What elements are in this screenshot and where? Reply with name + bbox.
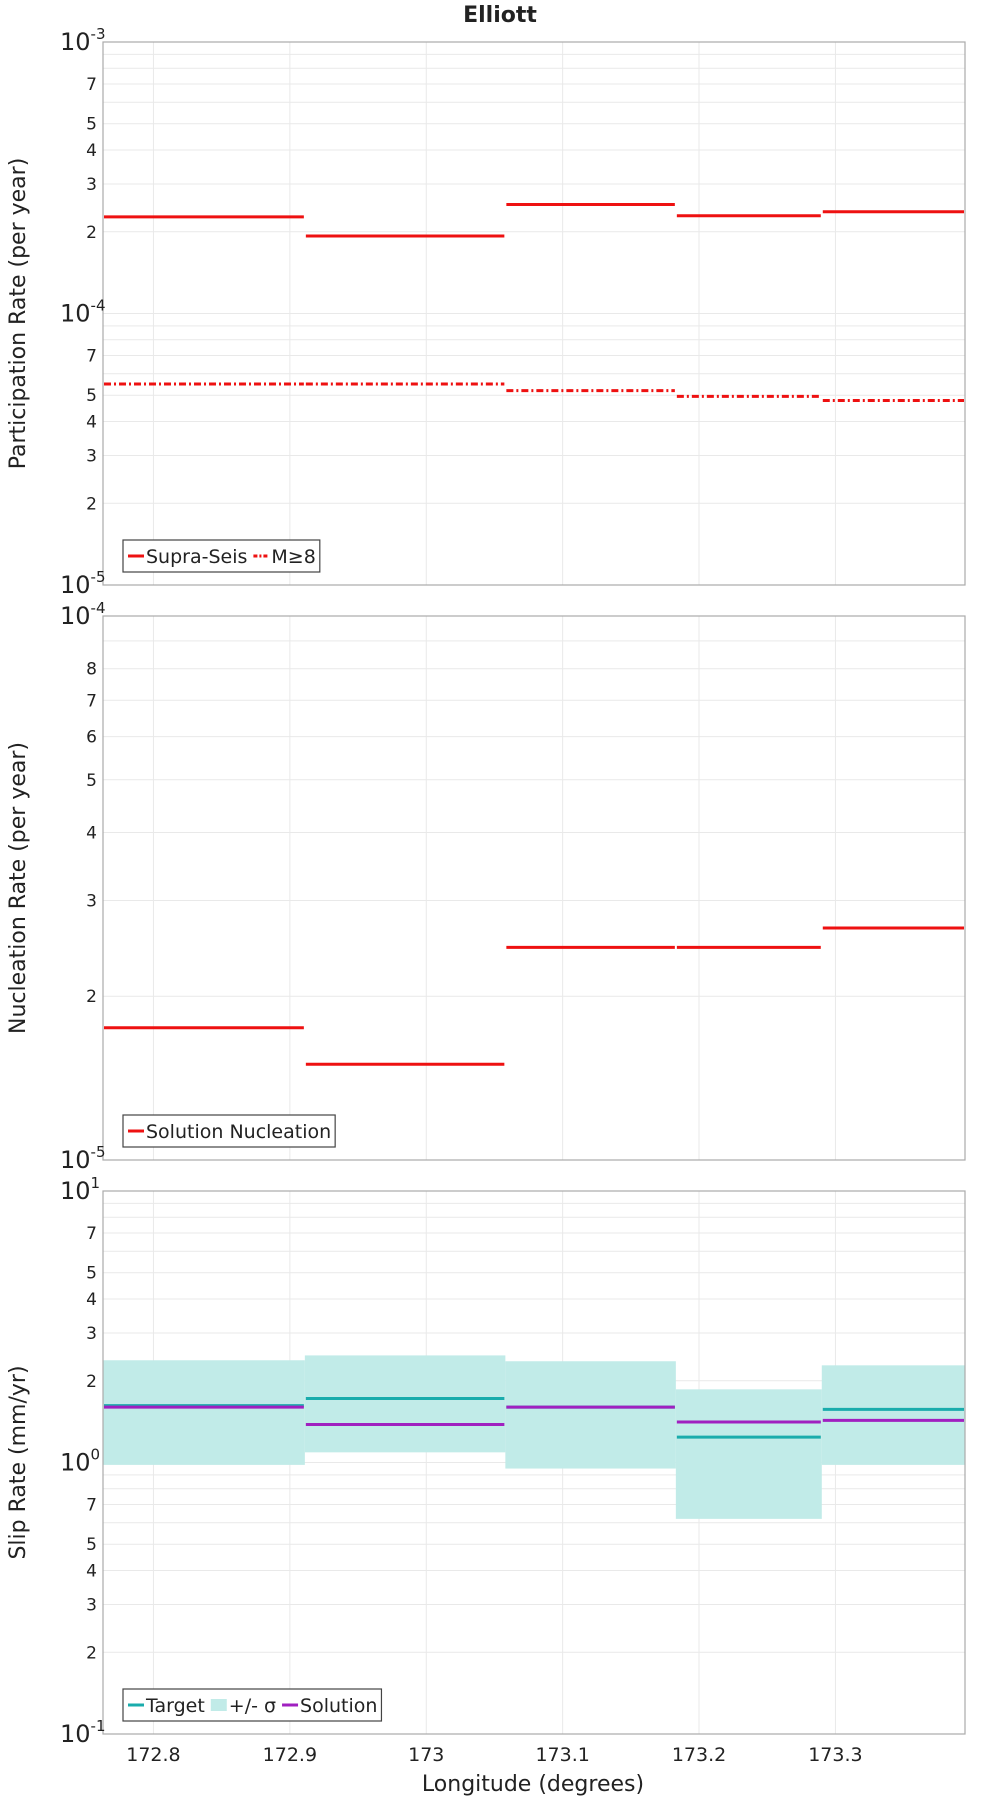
y-axis-title: Nucleation Rate (per year) (6, 742, 31, 1034)
sigma-band-bar (505, 1361, 676, 1469)
sigma-band-bar (103, 1360, 305, 1465)
y-tick-label: 7 (86, 1496, 97, 1516)
legend-box (122, 1114, 336, 1148)
decade-exponent: 0 (91, 1446, 101, 1464)
y-tick-label: 3 (86, 1324, 97, 1344)
y-decade-label: 10-1 (60, 1717, 106, 1748)
y-tick-label: 3 (86, 175, 97, 195)
decade-exponent: 1 (91, 1174, 101, 1192)
decade-base: 10 (60, 300, 91, 328)
sigma-band-bar (675, 1389, 822, 1519)
y-tick-label: 3 (86, 891, 97, 911)
y-tick-label: 2 (86, 223, 97, 243)
y-tick-label: 4 (86, 141, 97, 161)
y-tick-label: 4 (86, 1290, 97, 1310)
y-tick-label: 2 (86, 987, 97, 1007)
decade-base: 10 (60, 1720, 91, 1748)
sigma-band-bar (304, 1355, 506, 1453)
decade-base: 10 (60, 1449, 91, 1477)
y-tick-label: 2 (86, 1643, 97, 1663)
y-tick-label: 2 (86, 1372, 97, 1392)
x-axis-ticks: 172.8 172.9 173 173.1 173.2 173.3 (126, 1744, 862, 1766)
x-tick-label: 172.8 (126, 1744, 180, 1766)
x-tick-label: 173.2 (672, 1744, 726, 1766)
chart-title: Elliott (463, 3, 537, 28)
y-decade-label: 10-5 (60, 568, 106, 599)
decade-exponent: -3 (91, 25, 106, 43)
y-tick-label: 4 (86, 1562, 97, 1582)
y-axis-title: Slip Rate (mm/yr) (6, 1365, 31, 1559)
x-tick-label: 173 (408, 1744, 444, 1766)
legend: Supra-Seis M≥8 (122, 539, 321, 573)
y-tick-label: 2 (86, 494, 97, 514)
y-tick-label: 8 (86, 660, 97, 680)
legend-label: Supra-Seis (146, 546, 247, 568)
legend: Target +/- σ Solution (122, 1688, 383, 1722)
decade-exponent: -4 (91, 297, 106, 315)
decade-base: 10 (60, 602, 91, 630)
decade-base: 10 (60, 571, 91, 599)
y-tick-label: 7 (86, 75, 97, 95)
legend-label: Solution Nucleation (146, 1121, 331, 1143)
x-tick-label: 172.9 (263, 1744, 317, 1766)
y-decade-label: 101 (60, 1174, 100, 1205)
y-tick-label: 3 (86, 446, 97, 466)
x-tick-label: 173.1 (535, 1744, 589, 1766)
y-tick-label: 5 (86, 771, 97, 791)
decade-exponent: -4 (91, 599, 106, 617)
legend-box (122, 539, 321, 573)
legend-label: Target (145, 1695, 205, 1717)
plot-frame (102, 1190, 966, 1735)
legend-label: Solution (300, 1695, 377, 1717)
y-tick-label: 5 (86, 115, 97, 135)
x-tick-label: 173.3 (808, 1744, 862, 1766)
plot-frame (102, 615, 966, 1161)
y-tick-label: 7 (86, 1224, 97, 1244)
plot-frame (102, 41, 966, 586)
sigma-band-bar (821, 1365, 965, 1465)
y-decade-label: 10-4 (60, 599, 106, 630)
decade-base: 10 (60, 1177, 91, 1205)
y-tick-label: 5 (86, 1264, 97, 1284)
y-decade-label: 100 (60, 1446, 100, 1477)
y-tick-label: 3 (86, 1595, 97, 1615)
y-axis-title: Participation Rate (per year) (6, 158, 31, 470)
decade-base: 10 (60, 1146, 91, 1174)
y-decade-label: 10-4 (60, 297, 106, 328)
legend-label: M≥8 (271, 546, 315, 568)
y-tick-label: 4 (86, 823, 97, 843)
legend-swatch-band (210, 1699, 227, 1711)
plot-area (103, 616, 965, 1160)
decade-exponent: -5 (91, 1143, 106, 1161)
y-decade-label: 10-3 (60, 25, 106, 56)
x-axis-title: Longitude (degrees) (422, 1772, 644, 1797)
legend-label: +/- σ (229, 1695, 276, 1717)
decade-exponent: -1 (91, 1717, 106, 1735)
decade-exponent: -5 (91, 568, 106, 586)
y-tick-label: 7 (86, 691, 97, 711)
y-tick-label: 4 (86, 413, 97, 433)
y-tick-label: 5 (86, 1535, 97, 1555)
y-tick-label: 5 (86, 386, 97, 406)
y-tick-label: 7 (86, 347, 97, 367)
y-decade-label: 10-5 (60, 1143, 106, 1174)
y-tick-label: 6 (86, 728, 97, 748)
legend-box (122, 1688, 383, 1722)
decade-base: 10 (60, 28, 91, 56)
legend: Solution Nucleation (122, 1114, 336, 1148)
